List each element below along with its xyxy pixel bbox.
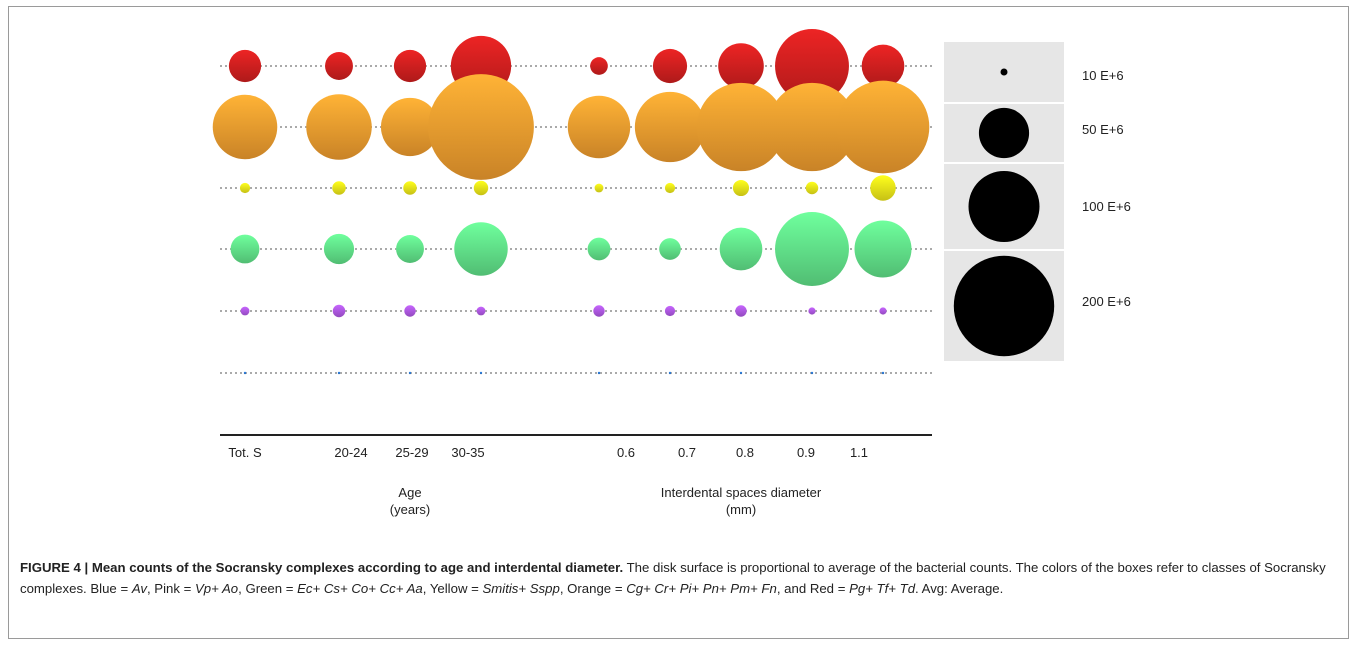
bubble-orange-9	[836, 80, 930, 174]
age-group-label: Age	[398, 485, 421, 500]
diameter-group-sublabel: (mm)	[726, 502, 756, 517]
x-tick-label: 20-24	[334, 445, 367, 460]
age-group-sublabel: (years)	[390, 502, 430, 517]
x-tick-label: Tot. S	[228, 445, 262, 460]
bubble-red-6	[652, 48, 688, 84]
bubble-red-9	[861, 44, 905, 88]
bubble-yellow-9	[870, 175, 896, 201]
x-tick-label: 0.7	[678, 445, 696, 460]
bubble-yellow-8	[805, 181, 819, 195]
bubble-blue-8	[810, 371, 814, 375]
bubbles	[212, 29, 930, 375]
diameter-group-label: Interdental spaces diameter	[661, 485, 822, 500]
bubble-pink-7	[735, 305, 747, 317]
x-tick-label: 1.1	[850, 445, 868, 460]
caption-yellow-label: Yellow	[429, 581, 468, 596]
caption-blue-label: Blue	[90, 581, 117, 596]
caption-red-taxa: Pg+ Tf+ Td	[849, 581, 916, 596]
bubble-green-5	[587, 237, 611, 261]
bubble-blue-9	[881, 371, 885, 375]
bubble-blue-2	[337, 371, 341, 375]
bubble-yellow-6	[664, 182, 676, 194]
bubble-red-3	[393, 49, 427, 83]
bubble-orange-2	[306, 94, 372, 160]
caption-green-label: Green	[245, 581, 283, 596]
bubble-orange-6	[634, 91, 706, 163]
bubble-green-2	[323, 233, 355, 265]
caption-blue-taxa: Av	[131, 581, 147, 596]
caption-orange-label: Orange	[567, 581, 612, 596]
bubble-green-7	[719, 227, 763, 271]
caption-red-label: Red	[809, 581, 835, 596]
bubble-yellow-4	[473, 180, 489, 196]
bubble-yellow-1	[239, 182, 251, 194]
bubble-blue-6	[668, 371, 672, 375]
x-tick-label: 0.9	[797, 445, 815, 460]
bubble-blue-4	[479, 371, 483, 375]
bubble-yellow-3	[403, 181, 417, 195]
caption-green-taxa: Ec+ Cs+ Co+ Cc+ Aa	[297, 581, 423, 596]
bubble-yellow-7	[732, 179, 750, 197]
caption-yellow-taxa: Smitis+ Sspp	[482, 581, 560, 596]
bubble-blue-1	[243, 371, 247, 375]
bubble-pink-1	[240, 306, 250, 316]
caption-pink-label: Pink	[154, 581, 180, 596]
bubble-red-1	[228, 49, 262, 83]
bubble-orange-1	[212, 94, 278, 160]
size-legend-disk	[953, 255, 1055, 357]
bubble-pink-9	[879, 307, 887, 315]
size-legend-label: 10 E+6	[1082, 68, 1124, 83]
x-tick-label: 0.6	[617, 445, 635, 460]
bubble-orange-8	[767, 82, 857, 172]
size-legend-disk	[978, 107, 1030, 159]
size-legend-label: 100 E+6	[1082, 199, 1131, 214]
bubble-orange-7	[696, 82, 786, 172]
x-tick-label: 30-35	[451, 445, 484, 460]
x-tick-labels: Tot. S 20-24 25-29 30-35 0.6 0.7 0.8 0.9 1.1	[228, 445, 868, 460]
size-legend-disk	[1000, 68, 1008, 76]
bubble-red-8	[775, 29, 849, 103]
caption-title: FIGURE 4 | Mean counts of the Socransky …	[20, 560, 624, 575]
bubble-orange-4	[428, 74, 534, 180]
bubble-green-4	[454, 222, 508, 276]
size-legend-label: 200 E+6	[1082, 294, 1131, 309]
bubble-pink-6	[664, 305, 676, 317]
size-legend-label: 50 E+6	[1082, 122, 1124, 137]
bubble-red-5	[590, 57, 608, 75]
bubble-chart: Tot. S 20-24 25-29 30-35 0.6 0.7 0.8 0.9 1.1 Age…	[212, 29, 1131, 517]
bubble-red-2	[325, 52, 353, 80]
bubble-blue-5	[597, 371, 601, 375]
bubble-pink-3	[404, 305, 416, 317]
bubble-green-6	[659, 238, 681, 260]
bubble-pink-5	[593, 305, 605, 317]
figure-frame	[8, 6, 1349, 639]
bubble-green-8	[775, 212, 849, 286]
bubble-blue-3	[408, 371, 412, 375]
bubble-orange-5	[567, 95, 631, 159]
caption-sentence-1: The disk surface is proportional to aver…	[626, 560, 1013, 575]
caption-pink-taxa: Vp+ Ao	[194, 581, 239, 596]
x-tick-label: 0.8	[736, 445, 754, 460]
caption-avg-note: Avg: Average.	[921, 581, 1004, 596]
size-legend-disk	[968, 171, 1040, 242]
caption-orange-taxa: Cg+ Cr+ Pi+ Pn+ Pm+ Fn	[626, 581, 777, 596]
figure-caption: FIGURE 4 | Mean counts of the Socransky …	[20, 560, 1326, 596]
x-tick-label: 25-29	[395, 445, 428, 460]
bubble-blue-7	[739, 371, 743, 375]
size-legend: 10 E+6 50 E+6 100 E+6 200 E+6	[944, 42, 1131, 361]
bubble-pink-2	[332, 304, 346, 318]
bubble-pink-8	[808, 307, 816, 315]
bubble-yellow-5	[594, 183, 604, 193]
bubble-green-3	[396, 235, 424, 263]
bubble-green-1	[230, 234, 260, 264]
caption-sentence-2: The colors of the boxes refer to classes…	[20, 560, 1326, 596]
bubble-pink-4	[476, 306, 486, 316]
bubble-red-7	[718, 43, 764, 89]
bubble-green-9	[854, 220, 912, 278]
bubble-orange-3	[380, 97, 440, 157]
bubble-yellow-2	[332, 181, 346, 195]
